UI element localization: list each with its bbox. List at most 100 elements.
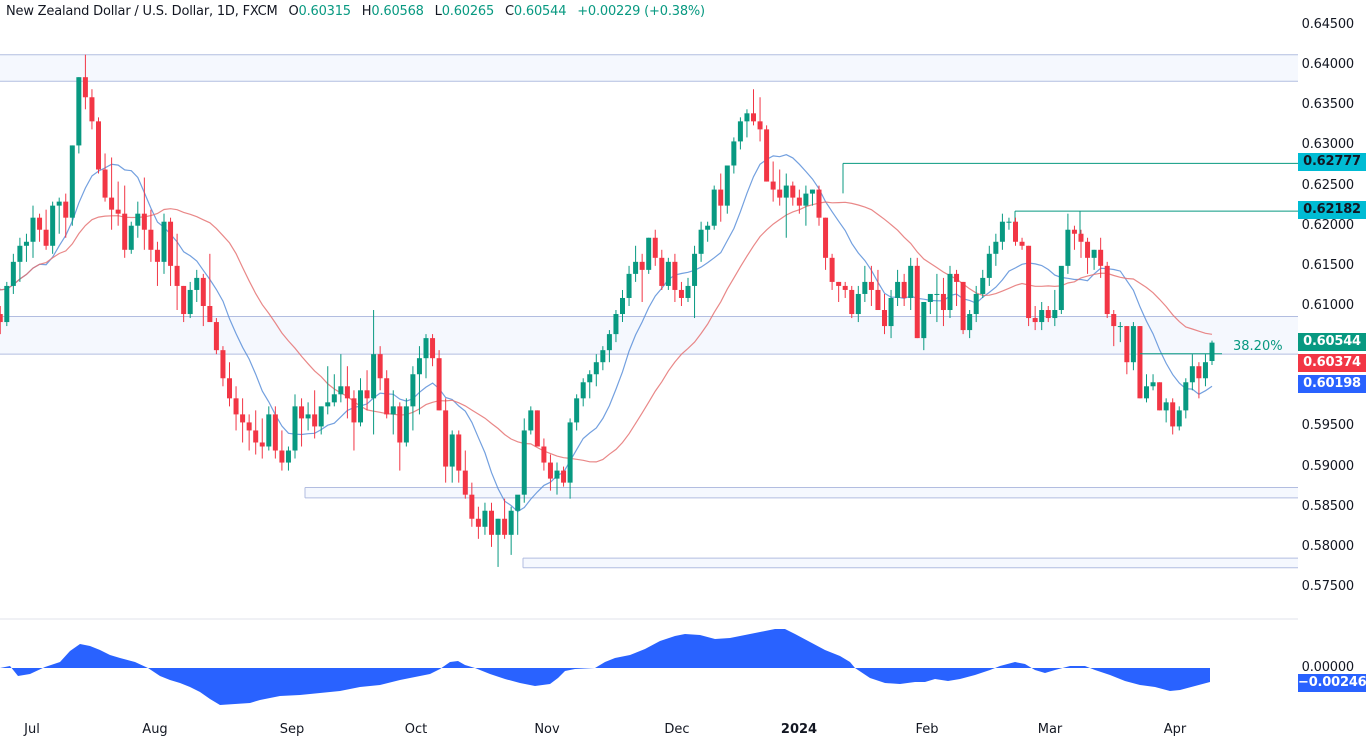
candle-down <box>351 398 357 423</box>
candle-up <box>56 201 62 206</box>
candle-down <box>1157 382 1163 411</box>
candle-down <box>718 189 724 206</box>
zone-fill <box>523 558 1298 568</box>
candle-down <box>868 281 874 290</box>
candle-down <box>1124 326 1130 363</box>
candle-up <box>1117 326 1123 328</box>
fast-ma-line <box>0 154 1213 513</box>
horizontal-levels <box>842 162 1298 242</box>
time-axis-label: Aug <box>142 722 168 737</box>
candle-up <box>292 406 298 451</box>
candle-down <box>561 470 567 483</box>
candle-up <box>30 217 36 242</box>
candle-up <box>980 277 986 294</box>
candle-up <box>1183 382 1189 411</box>
candle-up <box>986 253 992 278</box>
candle-up <box>135 213 141 226</box>
candle-up <box>515 494 521 511</box>
candle-up <box>731 141 737 166</box>
price-axis-label: 0.61000 <box>1301 298 1355 313</box>
candle-up <box>50 205 56 246</box>
candle-down <box>200 277 206 307</box>
candle-down <box>168 221 174 266</box>
candle-down <box>475 518 481 527</box>
candle-up <box>285 450 291 463</box>
candle-up <box>1209 342 1215 361</box>
candle-up <box>1058 265 1064 311</box>
candle-down <box>1071 229 1077 234</box>
moving-averages <box>0 154 1213 513</box>
candle-down <box>770 181 776 190</box>
candle-up <box>194 277 200 290</box>
candle-down <box>384 378 390 415</box>
candle-down <box>102 169 108 198</box>
candle-up <box>521 430 527 495</box>
candle-up <box>947 273 953 311</box>
candle-down <box>279 450 285 463</box>
candle-down <box>829 257 835 282</box>
candle-up <box>331 394 337 403</box>
candle-up <box>423 338 429 359</box>
time-axis-label: Dec <box>664 722 690 737</box>
candle-up <box>613 314 619 335</box>
candle-down <box>436 358 442 411</box>
candle-up <box>10 261 16 286</box>
time-axis-label: Jul <box>24 722 40 737</box>
change-value: +0.00229 (+0.38%) <box>577 4 705 19</box>
price-axis-label: 0.62000 <box>1301 217 1355 233</box>
price-axis-label: 0.58500 <box>1301 498 1355 514</box>
oscillator-area <box>0 629 1210 705</box>
candle-up <box>593 362 599 375</box>
candle-up <box>567 422 573 483</box>
candle-down <box>1078 233 1084 242</box>
candle-up <box>606 334 612 351</box>
candle-up <box>1006 221 1012 223</box>
candle-up <box>495 518 501 535</box>
candle-down <box>462 470 468 495</box>
candle-down <box>882 310 887 327</box>
candle-up <box>1176 410 1182 427</box>
candle-up <box>646 237 652 270</box>
candle-down <box>751 113 756 122</box>
high-label: H <box>361 4 372 19</box>
candle-down <box>0 314 3 323</box>
candle-up <box>711 189 717 226</box>
candle-up <box>1202 362 1208 379</box>
candle-up <box>416 358 422 375</box>
candle-down <box>82 77 88 98</box>
candle-up <box>862 281 868 294</box>
candle-down <box>1137 326 1143 399</box>
chart-legend: New Zealand Dollar / U.S. Dollar, 1D, FX… <box>6 4 705 19</box>
candle-down <box>109 197 115 210</box>
price-tag: 0.62182 <box>1298 201 1366 219</box>
candle-up <box>888 297 894 327</box>
candle-up <box>665 261 671 286</box>
candle-up <box>1052 310 1058 319</box>
candle-up <box>803 193 809 206</box>
price-axis-label: 0.61500 <box>1301 257 1355 273</box>
candle-up <box>161 221 167 262</box>
close-value: 0.60544 <box>513 4 567 19</box>
candle-up <box>580 382 586 399</box>
candle-up <box>633 261 639 274</box>
candle-up <box>809 189 815 194</box>
candle-down <box>757 121 763 130</box>
candle-down <box>659 257 665 286</box>
symbol-title: New Zealand Dollar / U.S. Dollar, 1D, FX… <box>6 4 278 19</box>
candle-up <box>587 374 593 383</box>
candle-down <box>377 354 383 379</box>
candle-down <box>639 261 645 270</box>
candle-down <box>89 97 95 122</box>
candle-up <box>69 145 75 218</box>
price-axis-label: 0.64500 <box>1301 17 1355 32</box>
candle-down <box>502 518 508 535</box>
candle-down <box>1098 249 1104 266</box>
candle-up <box>410 374 416 407</box>
candle-down <box>154 249 160 262</box>
candle-down <box>240 414 246 423</box>
price-tag: 0.62777 <box>1298 153 1366 171</box>
candle-up <box>338 386 344 395</box>
candle-down <box>534 410 540 447</box>
candle-down <box>1170 402 1176 427</box>
